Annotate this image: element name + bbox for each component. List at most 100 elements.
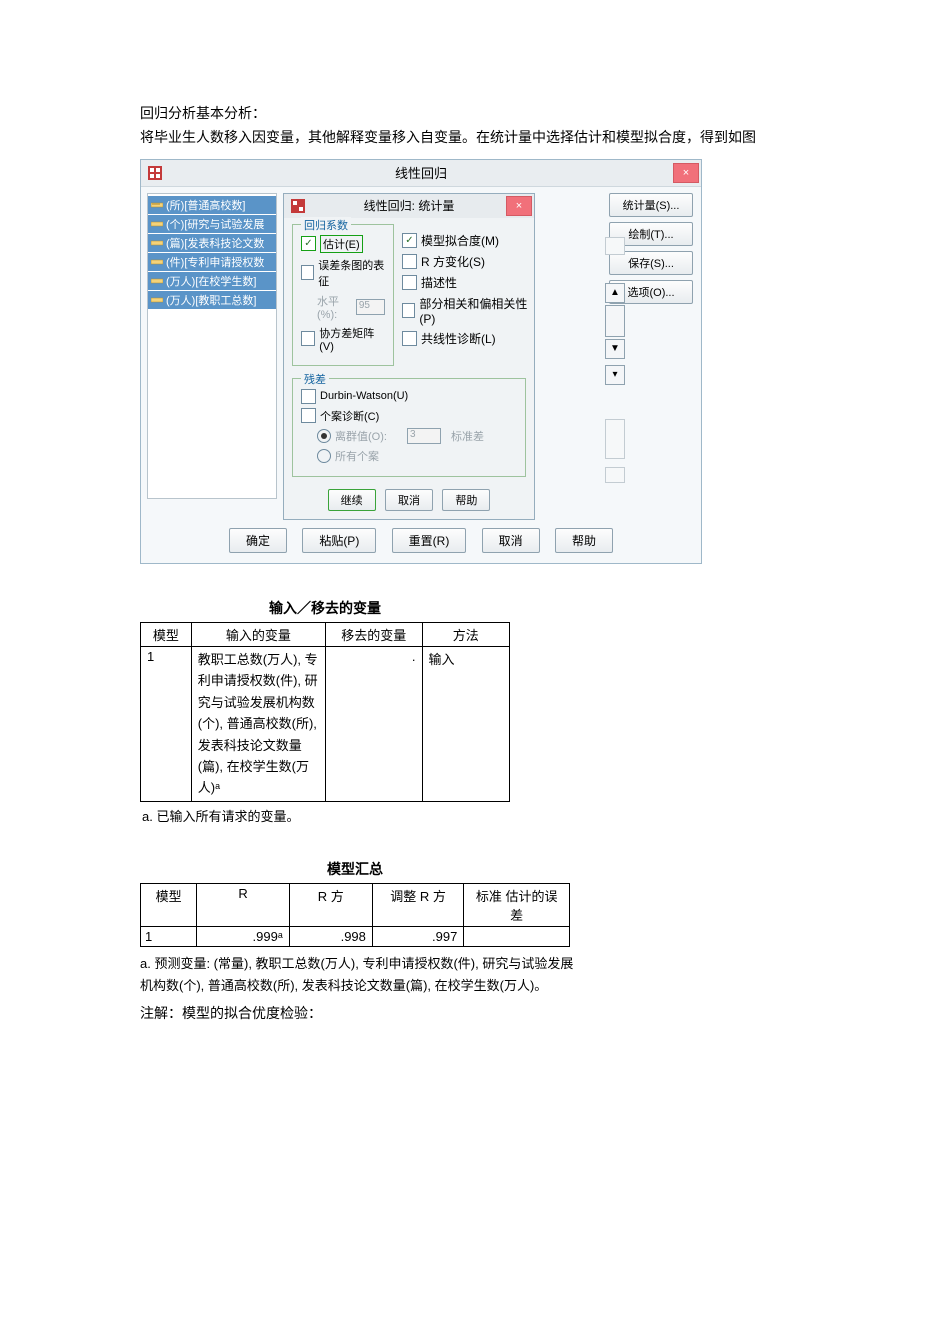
th: 移去的变量 bbox=[325, 622, 422, 646]
cell-method: 输入 bbox=[422, 646, 509, 801]
checkbox-casewise[interactable] bbox=[301, 408, 316, 423]
input-ci-level: 95 bbox=[356, 299, 385, 315]
label-ci-level: 水平(%): bbox=[317, 293, 352, 321]
paste-button[interactable]: 粘贴(P) bbox=[302, 528, 376, 553]
label-estimate: 估计(E) bbox=[320, 235, 363, 253]
list-item[interactable]: (个)[研究与试验发展 bbox=[148, 215, 276, 233]
cell-see bbox=[464, 926, 570, 946]
statistics-button[interactable]: 统计量(S)... bbox=[609, 193, 693, 217]
checkbox-ci[interactable] bbox=[301, 265, 314, 280]
scale-icon bbox=[151, 237, 163, 249]
label-dw: Durbin-Watson(U) bbox=[320, 390, 408, 402]
label-collinearity: 共线性诊断(L) bbox=[421, 330, 496, 347]
table2-title: 模型汇总 bbox=[140, 859, 570, 879]
label-r2-change: R 方变化(S) bbox=[421, 253, 485, 270]
th: 标准 估计的误差 bbox=[464, 883, 570, 926]
label-model-fit: 模型拟合度(M) bbox=[421, 232, 499, 249]
th: R bbox=[197, 883, 289, 926]
final-note: 注解：模型的拟合优度检验： bbox=[140, 1003, 805, 1023]
th: 模型 bbox=[141, 622, 192, 646]
arrow-up-icon[interactable]: ▲ bbox=[605, 283, 625, 303]
field-box bbox=[605, 237, 625, 255]
checkbox-model-fit[interactable] bbox=[402, 233, 417, 248]
scale-icon bbox=[151, 275, 163, 287]
inner-title: 线性回归: 统计量 bbox=[312, 197, 506, 214]
checkbox-estimate[interactable] bbox=[301, 236, 316, 251]
checkbox-part-partial[interactable] bbox=[402, 303, 415, 318]
label-descriptives: 描述性 bbox=[421, 274, 457, 291]
scale-icon bbox=[151, 199, 163, 211]
variables-entered-table: 模型 输入的变量 移去的变量 方法 1 教职工总数(万人), 专利申请授权数(件… bbox=[140, 622, 510, 802]
list-item[interactable]: (万人)[在校学生数] bbox=[148, 272, 276, 290]
label-casewise: 个案诊断(C) bbox=[320, 408, 379, 424]
app-icon bbox=[290, 198, 306, 214]
var-label: (篇)[发表科技论文数 bbox=[166, 235, 264, 251]
var-label: (万人)[在校学生数] bbox=[166, 273, 256, 289]
cell-r: .999ᵃ bbox=[197, 926, 289, 946]
intro-line2: 将毕业生人数移入因变量，其他解释变量移入自变量。在统计量中选择估计和模型拟合度，… bbox=[140, 126, 805, 148]
intro-text: 回归分析基本分析： 将毕业生人数移入因变量，其他解释变量移入自变量。在统计量中选… bbox=[140, 102, 805, 149]
outer-button-row: 确定 粘贴(P) 重置(R) 取消 帮助 bbox=[141, 520, 701, 563]
label-ci: 误差条图的表征 bbox=[318, 257, 385, 289]
var-label: (件)[专利申请授权数 bbox=[166, 254, 264, 270]
inner-titlebar: 线性回归: 统计量 × bbox=[284, 194, 534, 218]
help-button[interactable]: 帮助 bbox=[442, 489, 490, 511]
table-row: 1 .999ᵃ .998 .997 bbox=[141, 926, 570, 946]
ok-button[interactable]: 确定 bbox=[229, 528, 287, 553]
list-item[interactable]: (件)[专利申请授权数 bbox=[148, 253, 276, 271]
var-label: (万人)[教职工总数] bbox=[166, 292, 256, 308]
checkbox-r2-change[interactable] bbox=[402, 254, 417, 269]
continue-button[interactable]: 继续 bbox=[328, 489, 376, 511]
label-allcases: 所有个案 bbox=[335, 448, 379, 464]
model-summary-table: 模型 R R 方 调整 R 方 标准 估计的误差 1 .999ᵃ .998 .9… bbox=[140, 883, 570, 947]
th: 调整 R 方 bbox=[372, 883, 463, 926]
variable-list[interactable]: (所)[普通高校数] (个)[研究与试验发展 (篇)[发表科技论文数 bbox=[147, 193, 277, 499]
var-label: (所)[普通高校数] bbox=[166, 197, 245, 213]
help-button[interactable]: 帮助 bbox=[555, 528, 613, 553]
cell-r2: .998 bbox=[289, 926, 372, 946]
label-outliers: 离群值(O): bbox=[335, 428, 387, 444]
cancel-button[interactable]: 取消 bbox=[385, 489, 433, 511]
linear-regression-dialog: 线性回归 × (所)[普通高校数] (个)[研究与试验发展 bbox=[140, 159, 702, 564]
label-cov: 协方差矩阵(V) bbox=[319, 325, 385, 353]
cell-removed: . bbox=[325, 646, 422, 801]
th: 模型 bbox=[141, 883, 197, 926]
statistics-dialog: 线性回归: 统计量 × 回归系数 估计(E) bbox=[283, 193, 535, 520]
outer-title: 线性回归 bbox=[169, 163, 673, 182]
intro-line1: 回归分析基本分析： bbox=[140, 102, 805, 124]
checkbox-dw[interactable] bbox=[301, 389, 316, 404]
outer-titlebar: 线性回归 × bbox=[141, 160, 701, 187]
radio-allcases bbox=[317, 449, 331, 463]
checkbox-collinearity[interactable] bbox=[402, 331, 417, 346]
field-box bbox=[605, 419, 625, 459]
list-item[interactable]: (所)[普通高校数] bbox=[148, 196, 276, 214]
cancel-button[interactable]: 取消 bbox=[482, 528, 540, 553]
list-item[interactable]: (万人)[教职工总数] bbox=[148, 291, 276, 309]
arrow-down-icon[interactable]: ▼ bbox=[605, 339, 625, 359]
input-outliers: 3 bbox=[407, 428, 441, 444]
table-row: 1 教职工总数(万人), 专利申请授权数(件), 研究与试验发展机构数(个), … bbox=[141, 646, 510, 801]
dropdown-icon[interactable]: ▾ bbox=[605, 365, 625, 385]
group-residuals: 残差 Durbin-Watson(U) 个案诊断(C) 离群值(O): bbox=[292, 378, 526, 477]
app-icon bbox=[147, 165, 163, 181]
close-icon[interactable]: × bbox=[506, 196, 532, 216]
label-part-partial: 部分相关和偏相关性(P) bbox=[419, 295, 528, 326]
list-item[interactable]: (篇)[发表科技论文数 bbox=[148, 234, 276, 252]
table1-title: 输入／移去的变量 bbox=[140, 598, 510, 618]
table1-footnote: a. 已输入所有请求的变量。 bbox=[142, 806, 805, 825]
var-label: (个)[研究与试验发展 bbox=[166, 216, 264, 232]
radio-outliers bbox=[317, 429, 331, 443]
reset-button[interactable]: 重置(R) bbox=[392, 528, 467, 553]
checkbox-cov[interactable] bbox=[301, 331, 315, 346]
scale-icon bbox=[151, 256, 163, 268]
checkbox-descriptives[interactable] bbox=[402, 275, 417, 290]
th: R 方 bbox=[289, 883, 372, 926]
scroll-track bbox=[605, 305, 625, 337]
field-box bbox=[605, 467, 625, 483]
cell-entered: 教职工总数(万人), 专利申请授权数(件), 研究与试验发展机构数(个), 普通… bbox=[191, 646, 325, 801]
group-coefficients: 回归系数 估计(E) 误差条图的表征 水平(% bbox=[292, 224, 394, 366]
cell-model: 1 bbox=[141, 646, 192, 801]
group-legend: 回归系数 bbox=[301, 217, 351, 233]
group-legend: 残差 bbox=[301, 371, 329, 387]
close-icon[interactable]: × bbox=[673, 163, 699, 183]
